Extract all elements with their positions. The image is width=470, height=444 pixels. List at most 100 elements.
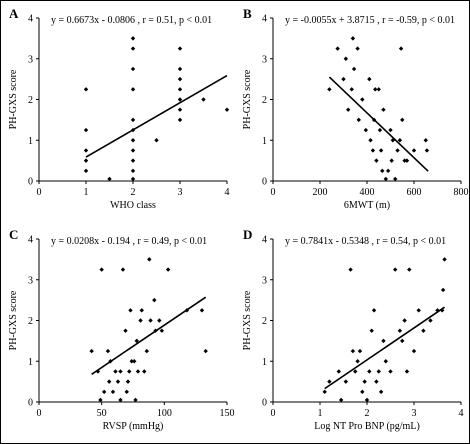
x-axis-label: WHO class — [110, 200, 156, 211]
data-point — [362, 379, 367, 384]
data-point — [355, 46, 360, 51]
x-tick-label: 800 — [454, 187, 469, 198]
chart-a-svg: 0 1 2 3 4 0 1 2 3 4 WHO class PH-GXS score A y = 0.66… — [8, 6, 230, 211]
data-point — [101, 389, 107, 395]
data-point — [201, 97, 206, 102]
data-point — [129, 359, 134, 364]
regression-equation: y = 0.7841x - 0.5348 , r = 0.54, p < 0.0… — [285, 236, 446, 247]
data-point — [404, 158, 410, 163]
x-tick-label: 2 — [131, 187, 136, 198]
y-tick-label: 1 — [28, 357, 33, 368]
data-point — [336, 369, 341, 374]
x-tick-label: 0 — [271, 187, 276, 198]
data-point — [378, 389, 384, 395]
y-tick-label: 1 — [28, 136, 33, 147]
data-point — [356, 117, 361, 123]
data-point — [343, 379, 349, 384]
data-point — [106, 379, 112, 384]
data-point — [130, 66, 136, 72]
panel-letter: D — [243, 227, 252, 242]
data-point — [377, 127, 383, 133]
data-point — [89, 348, 94, 354]
data-point — [404, 369, 410, 374]
x-tick-label: 100 — [157, 408, 172, 419]
data-point — [130, 36, 136, 41]
data-point — [118, 369, 123, 374]
chart-b-svg: 0 1 2 3 4 0 200 400 600 800 6MWT (m) PH-GXS score B y… — [242, 6, 469, 211]
data-point — [424, 148, 430, 153]
data-point — [177, 107, 183, 112]
data-point — [440, 308, 445, 313]
y-tick-label: 0 — [262, 398, 267, 409]
data-point — [105, 348, 111, 354]
y-tick-label: 2 — [28, 316, 33, 327]
data-point — [132, 359, 137, 364]
x-tick-label: 4 — [459, 408, 464, 419]
y-tick-label: 0 — [262, 177, 267, 188]
data-point — [371, 117, 377, 123]
y-tick-label: 2 — [262, 95, 267, 106]
x-tick-label: 0 — [37, 408, 42, 419]
data-point — [130, 117, 136, 123]
data-point — [113, 369, 118, 374]
data-point — [378, 148, 384, 153]
data-point — [83, 168, 89, 174]
data-point — [165, 267, 171, 272]
data-point — [355, 359, 360, 364]
data-point — [115, 379, 121, 384]
regression-equation: y = -0.0055x + 3.8715 , r = -0.59, p < 0… — [285, 15, 455, 26]
y-tick-label: 1 — [262, 136, 267, 147]
data-point — [353, 369, 358, 374]
chart-d-svg: 0 1 2 3 4 0 1 2 3 4 Log NT Pro BNP (pg/mL) PH-GXS s… — [242, 227, 464, 432]
data-point — [360, 97, 365, 102]
data-point — [370, 148, 376, 153]
data-point — [177, 66, 183, 72]
regression-line — [328, 76, 429, 172]
regression-equation: y = 0.6673x - 0.0806 , r = 0.51, p < 0.0… — [51, 15, 212, 26]
x-tick-label: 0 — [37, 187, 42, 198]
data-point — [381, 107, 386, 112]
data-point — [407, 267, 412, 272]
regression-line — [85, 74, 228, 158]
data-point — [199, 308, 205, 313]
data-point — [177, 117, 183, 123]
y-axis-label: PH-GXS score — [8, 69, 19, 129]
data-point — [383, 176, 388, 182]
data-point — [367, 76, 372, 82]
y-axis-label: PH-GXS score — [8, 290, 19, 350]
data-point — [110, 389, 116, 395]
y-tick-label: 3 — [262, 275, 267, 286]
chart-panel-d: 0 1 2 3 4 0 1 2 3 4 Log NT Pro BNP (pg/mL) PH-GXS s… — [235, 222, 469, 443]
data-point — [440, 287, 446, 293]
data-point — [411, 348, 417, 354]
data-point — [157, 318, 162, 323]
data-point — [341, 76, 346, 82]
data-point — [349, 87, 354, 92]
data-point — [390, 138, 396, 143]
y-tick-label: 4 — [28, 235, 33, 246]
data-point — [130, 168, 136, 174]
data-point — [376, 369, 381, 374]
data-point — [203, 348, 208, 354]
regression-line — [91, 296, 207, 375]
data-point — [421, 328, 426, 333]
data-point — [397, 328, 403, 333]
data-point — [159, 328, 165, 333]
y-tick-label: 0 — [28, 177, 33, 188]
data-point — [98, 397, 103, 403]
data-point — [184, 308, 190, 313]
data-point — [416, 308, 421, 313]
data-point — [442, 257, 447, 262]
y-tick-label: 0 — [28, 398, 33, 409]
data-point — [335, 46, 340, 51]
data-point — [177, 46, 183, 51]
data-point — [423, 138, 428, 143]
panel-letter: C — [9, 227, 18, 242]
data-point — [130, 148, 136, 153]
x-tick-label: 0 — [271, 408, 276, 419]
data-point — [428, 318, 433, 323]
data-point — [118, 397, 123, 403]
x-tick-label: 3 — [178, 187, 183, 198]
x-tick-label: 400 — [360, 187, 375, 198]
